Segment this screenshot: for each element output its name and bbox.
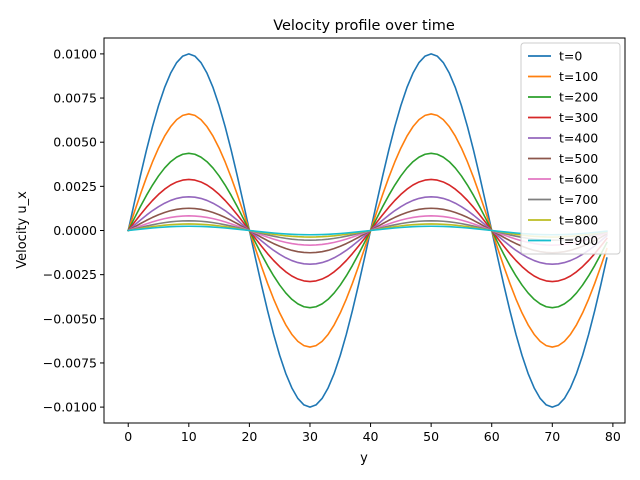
y-axis: 0.0100 0.0075 0.0050 0.0025 0.0000 −0.0025 −0.… [43, 46, 104, 415]
legend-label-7: t=700 [559, 192, 598, 207]
x-tick-label: 40 [363, 429, 379, 444]
series-line-0 [127, 53, 608, 408]
y-tick-label: 0.0075 [53, 91, 97, 106]
chart-title: Velocity profile over time [273, 18, 455, 34]
y-tick-label: −0.0050 [43, 311, 97, 326]
legend-label-3: t=300 [559, 110, 598, 125]
legend-label-0: t=0 [559, 49, 582, 64]
x-axis: 0 10 20 30 40 50 60 70 80 [124, 423, 621, 444]
legend-label-2: t=200 [559, 90, 598, 105]
legend-label-4: t=400 [559, 131, 598, 146]
x-axis-label: y [360, 451, 368, 466]
y-axis-label: Velocity u_x [15, 191, 30, 269]
x-tick-label: 50 [423, 429, 439, 444]
x-tick-label: 0 [124, 429, 132, 444]
series-line-3 [127, 178, 608, 283]
legend-label-9: t=900 [559, 233, 598, 248]
x-tick-label: 60 [484, 429, 500, 444]
y-tick-label: 0.0050 [53, 135, 97, 150]
x-tick-label: 70 [544, 429, 560, 444]
y-tick-label: 0.0025 [53, 179, 97, 194]
series-line-1 [127, 113, 608, 348]
y-tick-label: 0.0100 [53, 46, 97, 61]
x-tick-label: 30 [302, 429, 318, 444]
legend-box [520, 42, 621, 255]
x-tick-label: 80 [605, 429, 621, 444]
series-line-2 [127, 152, 608, 309]
legend-label-1: t=100 [559, 69, 598, 84]
y-tick-label: 0.0000 [53, 223, 97, 238]
x-tick-label: 10 [181, 429, 197, 444]
legend-label-6: t=600 [559, 172, 598, 187]
legend-label-8: t=800 [559, 213, 598, 228]
legend: t=0 t=100 t=200 t=300 t=400 t=500 t=600 t=700 t=… [520, 42, 621, 255]
y-tick-label: −0.0075 [43, 355, 97, 370]
y-tick-label: −0.0100 [43, 400, 97, 415]
x-tick-label: 20 [241, 429, 257, 444]
y-tick-label: −0.0025 [43, 267, 97, 282]
legend-label-5: t=500 [559, 151, 598, 166]
